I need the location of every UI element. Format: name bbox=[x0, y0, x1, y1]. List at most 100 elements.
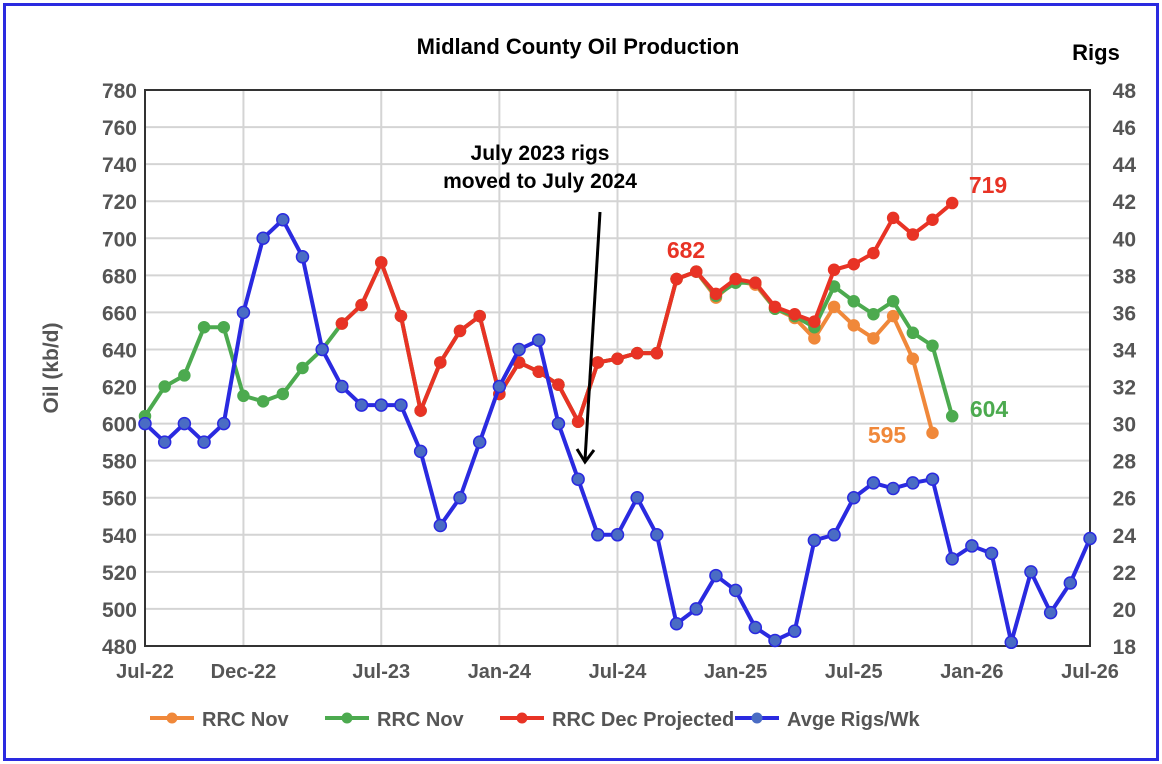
y-tick-label: 680 bbox=[102, 265, 137, 288]
y2-tick-label: 24 bbox=[1113, 525, 1137, 548]
y-tick-label: 760 bbox=[102, 117, 137, 140]
legend-item: RRC Dec Projected bbox=[500, 709, 734, 731]
data-point bbox=[709, 287, 723, 301]
data-point bbox=[237, 389, 250, 403]
data-point bbox=[256, 395, 270, 408]
y2-tick-label: 40 bbox=[1113, 228, 1136, 251]
data-point bbox=[847, 319, 860, 332]
data-point bbox=[571, 472, 585, 486]
y-tick-label: 540 bbox=[102, 525, 137, 548]
x-tick-label: Jul-24 bbox=[589, 661, 648, 683]
data-point bbox=[867, 308, 880, 321]
data-point bbox=[906, 326, 920, 340]
data-point bbox=[551, 416, 566, 431]
legend-label: Avge Rigs/Wk bbox=[787, 709, 920, 731]
data-point bbox=[670, 272, 683, 286]
y-tick-label: 780 bbox=[102, 80, 137, 103]
y2-tick-label: 34 bbox=[1113, 339, 1137, 362]
legend-item: Avge Rigs/Wk bbox=[735, 709, 920, 731]
y-tick-label: 480 bbox=[102, 636, 137, 659]
y-tick-label: 720 bbox=[102, 191, 137, 214]
data-point bbox=[669, 617, 684, 631]
y2-tick-label: 46 bbox=[1113, 117, 1136, 140]
data-point bbox=[906, 476, 920, 490]
data-point bbox=[335, 379, 349, 394]
data-point bbox=[748, 620, 763, 635]
legend-label: RRC Nov bbox=[377, 709, 465, 731]
y-tick-label: 620 bbox=[102, 377, 137, 400]
data-point bbox=[453, 490, 467, 505]
y-tick-label: 500 bbox=[102, 599, 137, 622]
data-point bbox=[374, 398, 388, 412]
data-point bbox=[433, 518, 448, 533]
data-point bbox=[650, 528, 664, 542]
y-tick-label: 660 bbox=[102, 302, 137, 325]
y2-tick-label: 32 bbox=[1113, 377, 1136, 400]
data-point bbox=[965, 539, 979, 553]
y2-tick-label: 36 bbox=[1113, 302, 1136, 325]
data-point bbox=[413, 444, 428, 459]
data-point bbox=[414, 404, 427, 417]
y-tick-label: 560 bbox=[102, 488, 137, 511]
x-tick-label: Jul-23 bbox=[352, 661, 410, 683]
data-point bbox=[847, 257, 860, 271]
chart-title: Midland County Oil Production bbox=[417, 34, 740, 59]
y2-axis-label: Rigs bbox=[1072, 40, 1120, 65]
y2-tick-label: 20 bbox=[1113, 599, 1136, 622]
data-point bbox=[295, 250, 310, 264]
data-point bbox=[571, 415, 585, 428]
data-point bbox=[492, 379, 507, 394]
y-tick-label: 600 bbox=[102, 414, 137, 437]
data-point bbox=[847, 490, 861, 505]
series-2 bbox=[335, 196, 959, 428]
data-point bbox=[827, 528, 841, 542]
data-point bbox=[867, 332, 880, 345]
y-tick-label: 580 bbox=[102, 451, 137, 474]
legend-item: RRC Nov bbox=[325, 709, 465, 731]
data-point bbox=[512, 342, 526, 357]
data-point bbox=[827, 300, 841, 314]
data-point bbox=[630, 490, 644, 505]
data-point bbox=[217, 416, 231, 431]
legend: RRC Nov RRC Nov RRC Dec Projected Avge Rigs… bbox=[150, 709, 920, 731]
y2-tick-label: 38 bbox=[1113, 265, 1137, 288]
data-point bbox=[276, 212, 290, 227]
data-point bbox=[453, 324, 467, 338]
data-point bbox=[788, 308, 801, 321]
data-point bbox=[925, 472, 940, 486]
data-point bbox=[689, 602, 703, 616]
data-point bbox=[354, 398, 369, 412]
y2-tick-label: 18 bbox=[1113, 636, 1137, 659]
annotation-604: 604 bbox=[970, 396, 1009, 422]
data-point bbox=[926, 213, 939, 226]
annotation-rigs-line2: moved to July 2024 bbox=[443, 170, 637, 193]
data-point bbox=[375, 256, 388, 269]
data-point bbox=[1024, 565, 1038, 579]
data-point bbox=[1063, 576, 1078, 590]
x-tick-label: Jan-26 bbox=[940, 661, 1003, 683]
y-axis-label: Oil (kb/d) bbox=[40, 323, 63, 414]
x-tick-label: Jan-25 bbox=[704, 661, 767, 683]
y-tick-label: 520 bbox=[102, 562, 137, 585]
plot-area bbox=[144, 89, 1091, 647]
legend-label: RRC Dec Projected bbox=[552, 709, 734, 731]
data-point bbox=[926, 339, 939, 353]
y2-tick-label: 48 bbox=[1113, 80, 1137, 103]
data-point bbox=[945, 552, 959, 566]
data-point bbox=[610, 528, 625, 542]
data-point bbox=[157, 435, 172, 449]
data-point bbox=[984, 546, 999, 561]
data-point bbox=[906, 352, 920, 365]
data-point bbox=[866, 476, 881, 490]
data-point bbox=[178, 369, 191, 382]
data-point bbox=[847, 295, 860, 308]
data-point bbox=[709, 568, 723, 583]
y2-tick-label: 22 bbox=[1113, 562, 1136, 585]
data-point bbox=[1043, 605, 1058, 620]
data-point bbox=[749, 276, 762, 289]
data-point bbox=[532, 365, 545, 378]
x-tick-label: Dec-22 bbox=[211, 661, 277, 683]
data-point bbox=[886, 309, 900, 323]
x-tick-label: Jul-25 bbox=[825, 661, 883, 683]
annotation-arrow bbox=[575, 211, 602, 465]
